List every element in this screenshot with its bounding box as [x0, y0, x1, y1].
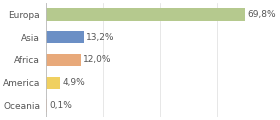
Text: 4,9%: 4,9%	[63, 78, 85, 87]
Bar	[46, 99, 47, 112]
Text: 0,1%: 0,1%	[49, 101, 72, 110]
Text: 12,0%: 12,0%	[83, 55, 111, 64]
Bar	[46, 31, 84, 43]
Bar	[46, 54, 81, 66]
Bar	[46, 8, 245, 21]
Bar	[46, 77, 60, 89]
Text: 13,2%: 13,2%	[86, 33, 115, 42]
Text: 69,8%: 69,8%	[247, 10, 276, 19]
